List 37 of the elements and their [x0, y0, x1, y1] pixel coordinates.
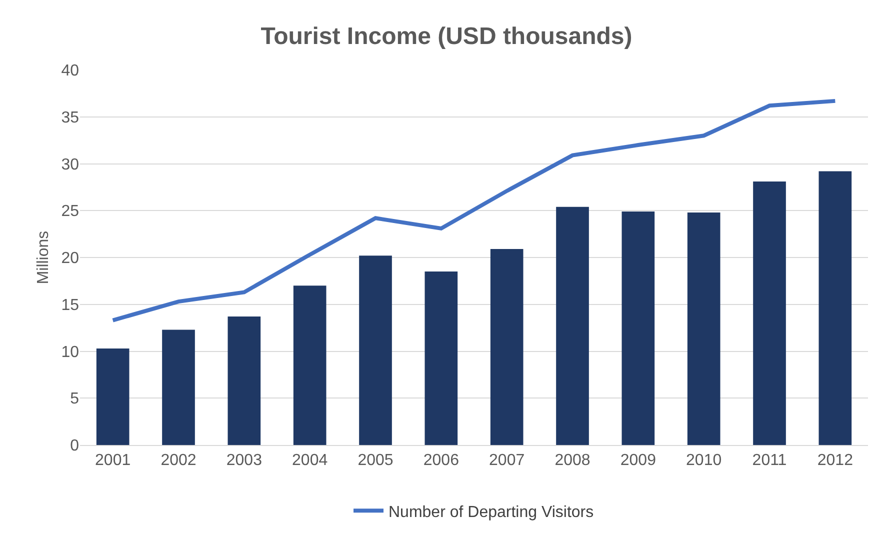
bar [424, 272, 458, 445]
x-tick-label: 2005 [358, 452, 394, 470]
legend-label: Number of Departing Visitors [388, 504, 594, 521]
x-tick-label: 2009 [620, 452, 656, 470]
x-tick-label: 2012 [817, 452, 854, 470]
bar [490, 249, 524, 445]
x-tick-label: 2008 [554, 452, 590, 470]
y-tick-label: 40 [61, 62, 80, 80]
chart-title: Tourist Income (USD thousands) [260, 22, 632, 50]
bar [556, 206, 589, 445]
bar [359, 256, 392, 445]
bar [753, 182, 786, 445]
y-tick-label: 10 [61, 344, 80, 361]
y-tick-label: 25 [61, 203, 80, 220]
y-tick-label: 20 [61, 250, 80, 268]
bar [228, 316, 261, 445]
y-tick-label: 15 [61, 296, 80, 314]
x-tick-label: 2002 [160, 452, 196, 470]
bar [818, 171, 852, 445]
bar [162, 330, 195, 445]
y-tick-label: 0 [70, 438, 80, 455]
y-tick-label: 35 [61, 109, 80, 126]
bar [622, 212, 655, 445]
y-tick-label: 30 [61, 156, 80, 174]
x-tick-label: 2004 [292, 452, 328, 470]
y-tick-label: 5 [70, 390, 80, 408]
bar [687, 212, 720, 445]
bar [96, 348, 130, 445]
x-tick-label: 2011 [752, 452, 787, 470]
x-tick-label: 2001 [95, 452, 131, 470]
line-series [110, 98, 838, 322]
bar [293, 286, 326, 445]
x-tick-label: 2010 [686, 452, 722, 470]
x-tick-label: 2003 [226, 452, 262, 470]
y-axis-title: Millions [35, 230, 52, 284]
x-tick-label: 2007 [489, 452, 525, 470]
x-tick-label: 2006 [423, 452, 460, 470]
